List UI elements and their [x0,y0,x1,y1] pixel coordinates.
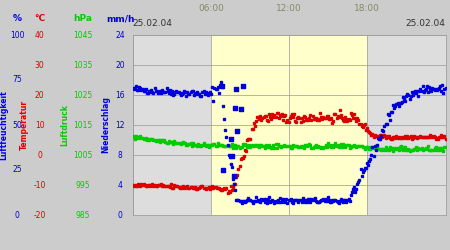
Text: 100: 100 [10,30,24,40]
Point [234,129,241,133]
Text: 8: 8 [118,150,122,160]
Text: Niederschlag: Niederschlag [101,96,110,154]
Text: 20: 20 [35,90,45,100]
Text: %: % [13,14,22,23]
Text: 985: 985 [76,210,90,220]
Text: mm/h: mm/h [106,14,135,23]
Point [219,84,226,88]
Text: -20: -20 [33,210,46,220]
Text: 1045: 1045 [73,30,93,40]
Text: 18:00: 18:00 [355,4,380,14]
Point [227,137,234,141]
Text: 10: 10 [35,120,45,130]
Text: 1035: 1035 [73,60,93,70]
Text: Luftfeuchtigkeit: Luftfeuchtigkeit [0,90,8,160]
Text: 30: 30 [35,60,45,70]
Text: 995: 995 [76,180,90,190]
Text: 24: 24 [115,30,125,40]
Text: 12: 12 [115,120,125,130]
Text: 0: 0 [118,210,122,220]
Text: 25.02.04: 25.02.04 [133,19,173,28]
Text: Luftdruck: Luftdruck [61,104,70,146]
Text: 20: 20 [115,60,125,70]
Text: 0: 0 [15,210,19,220]
Text: 4: 4 [118,180,122,190]
Text: 16: 16 [115,90,125,100]
Text: hPa: hPa [74,14,93,23]
Text: 1025: 1025 [74,90,93,100]
Text: 25: 25 [12,166,22,174]
Point [230,174,238,178]
Text: Temperatur: Temperatur [20,100,29,150]
Text: 1015: 1015 [74,120,93,130]
Text: 06:00: 06:00 [198,4,224,14]
Point [239,84,247,88]
Text: 40: 40 [35,30,45,40]
Text: 12:00: 12:00 [276,4,302,14]
Text: 75: 75 [12,76,22,84]
Point [233,87,240,91]
Text: -10: -10 [33,180,46,190]
Point [228,154,235,158]
Bar [211,35,367,215]
Point [237,107,244,111]
Text: 1005: 1005 [73,150,93,160]
Point [232,106,239,110]
Text: °C: °C [34,14,45,23]
Text: 0: 0 [37,150,42,160]
Text: 50: 50 [12,120,22,130]
Text: 25.02.04: 25.02.04 [405,19,446,28]
Point [220,168,227,172]
